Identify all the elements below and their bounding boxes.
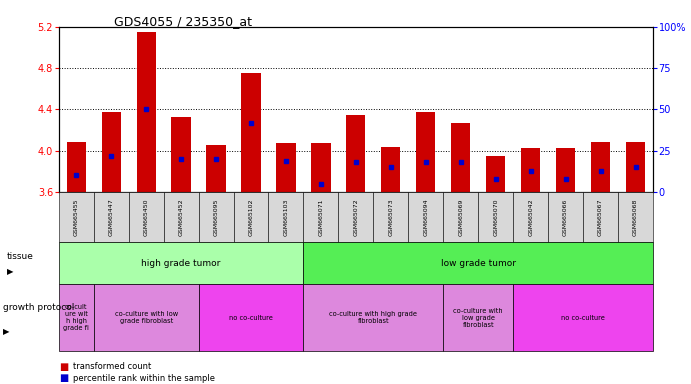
Bar xyxy=(556,147,575,192)
Text: GSM665066: GSM665066 xyxy=(563,198,568,236)
Text: ▶: ▶ xyxy=(7,267,13,276)
Text: high grade tumor: high grade tumor xyxy=(142,258,220,268)
Bar xyxy=(486,156,505,192)
Text: GSM665073: GSM665073 xyxy=(388,198,393,236)
Text: low grade tumor: low grade tumor xyxy=(441,258,515,268)
Text: transformed count: transformed count xyxy=(73,362,151,371)
Bar xyxy=(381,147,400,192)
Bar xyxy=(241,73,261,192)
Text: GSM665450: GSM665450 xyxy=(144,198,149,236)
Text: no co-culture: no co-culture xyxy=(561,315,605,321)
Text: GSM665067: GSM665067 xyxy=(598,198,603,236)
Bar xyxy=(171,117,191,192)
Text: GSM665071: GSM665071 xyxy=(319,198,323,236)
Text: GSM665069: GSM665069 xyxy=(458,198,463,236)
Bar xyxy=(346,114,366,192)
Bar xyxy=(66,142,86,192)
Bar xyxy=(137,32,155,192)
Bar xyxy=(416,111,435,192)
Text: percentile rank within the sample: percentile rank within the sample xyxy=(73,374,214,383)
Text: co-culture with high grade
fibroblast: co-culture with high grade fibroblast xyxy=(330,311,417,324)
Bar xyxy=(276,144,296,192)
Text: ▶: ▶ xyxy=(3,327,10,336)
Text: GSM665070: GSM665070 xyxy=(493,198,498,236)
Text: GSM665452: GSM665452 xyxy=(178,198,184,236)
Text: GSM665455: GSM665455 xyxy=(74,198,79,236)
Text: co-culture with low
grade fibroblast: co-culture with low grade fibroblast xyxy=(115,311,178,324)
Text: GSM665068: GSM665068 xyxy=(633,198,638,236)
Text: GSM665103: GSM665103 xyxy=(283,198,288,236)
Bar xyxy=(311,144,330,192)
Text: GSM665095: GSM665095 xyxy=(214,198,218,236)
Text: growth protocol: growth protocol xyxy=(3,303,75,312)
Text: ■: ■ xyxy=(59,362,68,372)
Text: GSM665102: GSM665102 xyxy=(249,198,254,236)
Bar xyxy=(626,142,645,192)
Text: GSM665447: GSM665447 xyxy=(108,198,114,236)
Text: GSM665094: GSM665094 xyxy=(424,198,428,236)
Text: co-cult
ure wit
h high
grade fi: co-cult ure wit h high grade fi xyxy=(64,304,89,331)
Bar xyxy=(451,123,471,192)
Text: ■: ■ xyxy=(59,373,68,383)
Text: no co-culture: no co-culture xyxy=(229,315,273,321)
Text: co-culture with
low grade
fibroblast: co-culture with low grade fibroblast xyxy=(453,308,503,328)
Text: GSM665042: GSM665042 xyxy=(528,198,533,236)
Bar xyxy=(102,111,121,192)
Bar xyxy=(521,147,540,192)
Bar xyxy=(591,142,610,192)
Bar xyxy=(207,144,226,192)
Text: GDS4055 / 235350_at: GDS4055 / 235350_at xyxy=(114,15,252,28)
Text: tissue: tissue xyxy=(7,252,34,261)
Text: GSM665072: GSM665072 xyxy=(353,198,359,236)
